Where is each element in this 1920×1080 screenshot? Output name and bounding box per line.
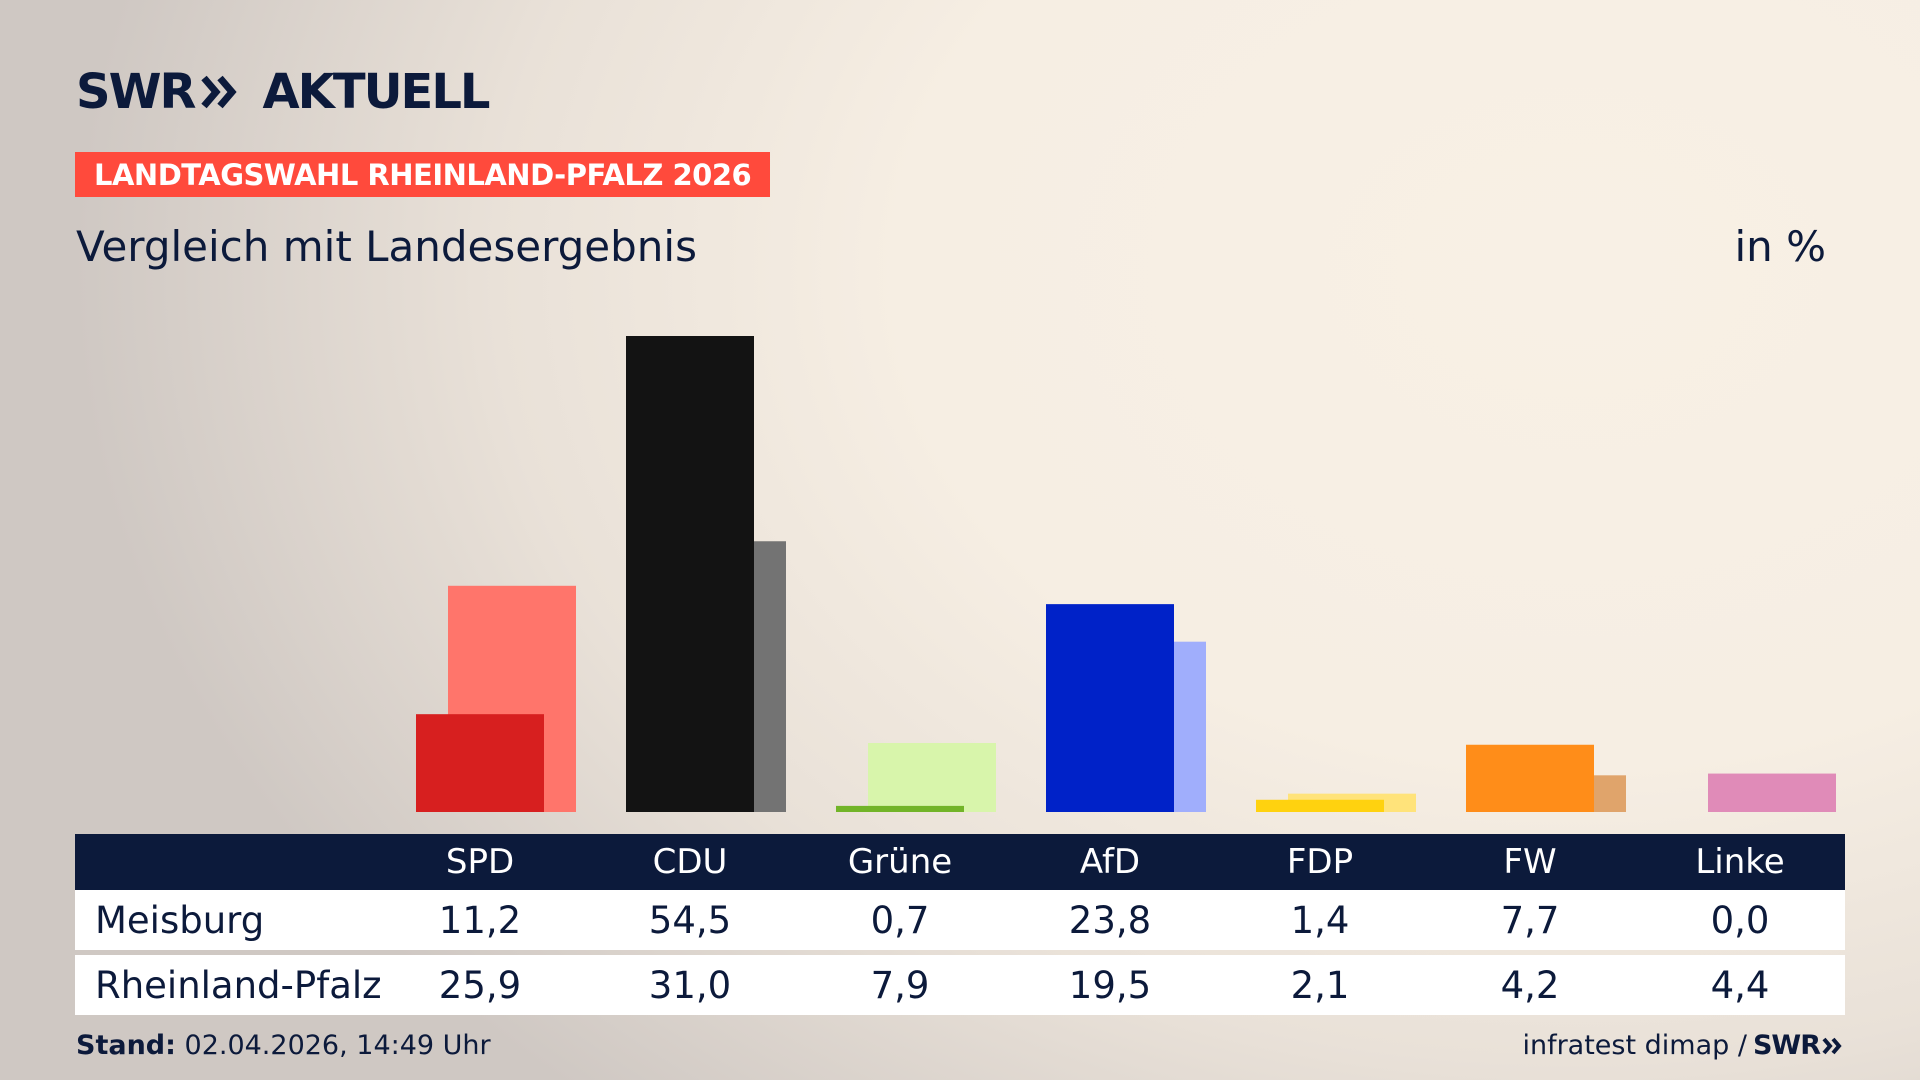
source-credit: infratest dimap / SWR: [1522, 1030, 1844, 1061]
bar-local-grune: [836, 805, 964, 812]
value-state-linke: 4,4: [1710, 963, 1770, 1007]
value-local-linke: 0,0: [1710, 898, 1770, 942]
column-header-afd: AfD: [1079, 842, 1141, 882]
table-header: SPD CDU Grüne AfD FDP FW Linke: [75, 834, 1845, 890]
value-local-afd: 23,8: [1068, 898, 1152, 942]
unit-label: in %: [1734, 222, 1826, 271]
row-label-meisburg: Meisburg: [95, 898, 265, 942]
table-row: Meisburg 11,2 54,5 0,7 23,8 1,4 7,7 0,0: [75, 890, 1845, 950]
election-badge: LANDTAGSWAHL RHEINLAND-PFALZ 2026: [75, 152, 771, 197]
stand-value: 02.04.2026, 14:49 Uhr: [184, 1030, 491, 1061]
double-chevron-icon: [201, 75, 238, 109]
column-header-spd: SPD: [445, 842, 515, 882]
value-state-cdu: 31,0: [648, 963, 732, 1007]
stand-label: Stand:: [76, 1030, 176, 1061]
value-state-fdp: 2,1: [1290, 963, 1350, 1007]
swr-mini-text: SWR: [1752, 1030, 1821, 1061]
column-header-fdp: FDP: [1286, 842, 1354, 882]
value-local-fdp: 1,4: [1290, 898, 1350, 942]
swr-aktuell-logo: SWR AKTUELL: [76, 64, 491, 120]
bar-state-grune: [868, 743, 996, 812]
column-header-grune: Grüne: [847, 842, 953, 882]
double-chevron-icon: [1822, 1037, 1842, 1054]
value-state-spd: 25,9: [438, 963, 522, 1007]
value-local-fw: 7,7: [1500, 898, 1560, 942]
value-local-spd: 11,2: [438, 898, 522, 942]
value-local-grune: 0,7: [870, 898, 930, 942]
table-row: Rheinland-Pfalz 25,9 31,0 7,9 19,5 2,1 4,2 4,4: [75, 955, 1845, 1015]
bar-local-fdp: [1256, 799, 1384, 812]
value-local-cdu: 54,5: [648, 898, 732, 942]
row-label-rheinland-pfalz: Rheinland-Pfalz: [95, 963, 382, 1007]
column-header-fw: FW: [1503, 842, 1557, 882]
logo-aktuell-text: AKTUELL: [262, 64, 490, 120]
bar-state-linke: [1708, 773, 1836, 812]
bar-local-spd: [416, 714, 544, 812]
column-header-linke: Linke: [1695, 842, 1785, 882]
source-text: infratest dimap /: [1522, 1030, 1747, 1061]
column-header-cdu: CDU: [652, 842, 728, 882]
results-table: SPD CDU Grüne AfD FDP FW Linke Meisburg 11,2 54…: [75, 834, 1845, 1015]
bar-local-fw: [1466, 744, 1594, 812]
timestamp: Stand: 02.04.2026, 14:49 Uhr: [76, 1030, 491, 1061]
bar-local-cdu: [626, 336, 754, 812]
value-state-afd: 19,5: [1068, 963, 1152, 1007]
bar-local-afd: [1046, 604, 1174, 812]
chart-subtitle: Vergleich mit Landesergebnis: [76, 222, 697, 271]
bar-chart: [416, 336, 1836, 812]
logo-swr-text: SWR: [76, 64, 196, 120]
value-state-fw: 4,2: [1500, 963, 1560, 1007]
value-state-grune: 7,9: [870, 963, 930, 1007]
swr-mini-logo: SWR: [1753, 1030, 1844, 1061]
